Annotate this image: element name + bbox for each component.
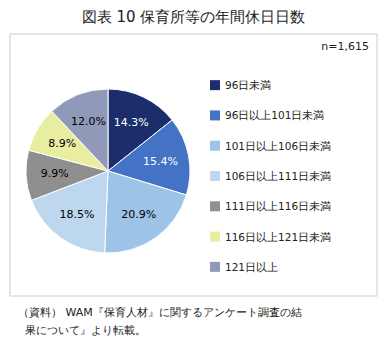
legend-label: 96日以上101日未満: [225, 109, 324, 121]
data-label: 15.4%: [143, 155, 178, 168]
legend-swatch: [210, 232, 220, 242]
legend-swatch: [210, 262, 220, 272]
legend-swatch: [210, 201, 220, 211]
slice: [52, 89, 108, 171]
legend-label: 96日未満: [225, 79, 271, 91]
data-label: 8.9%: [48, 137, 76, 150]
legend-label: 101日以上106日未満: [225, 140, 331, 152]
legend-swatch: [210, 171, 220, 181]
data-labels: 14.3% 15.4% 20.9% 18.5% 9.9% 8.9% 12.0%: [41, 115, 178, 221]
data-label: 14.3%: [114, 116, 149, 129]
annotation: （資料） WAM『保育人材』に関するアンケート調査の結: [18, 306, 302, 319]
legend-label: 116日以上121日未満: [225, 231, 331, 243]
annotation: 果について』より転載。: [18, 324, 146, 337]
data-label: 9.9%: [41, 167, 69, 180]
legend-label: 106日以上111日未満: [225, 170, 331, 182]
legend-label: 111日以上116日未満: [225, 200, 331, 212]
legend-label: 121日以上: [225, 261, 278, 273]
data-label: 12.0%: [71, 115, 106, 128]
slice: [105, 171, 187, 253]
data-label: 20.9%: [121, 208, 156, 221]
data-label: 18.5%: [59, 208, 94, 221]
pie: [26, 89, 190, 253]
legend-swatch: [210, 141, 220, 151]
annotation: n=1,615: [321, 40, 369, 53]
chart: 図表 10 保育所等の年間休日日数 n=1,615 （資料） WAM『保育人材』に関…: [0, 0, 387, 362]
legend-swatch: [210, 110, 220, 120]
frame: [10, 34, 377, 296]
legend: 96日未満 96日以上101日未満 101日以上106日未満 106日以上111日未満…: [210, 79, 331, 273]
legend-swatch: [210, 80, 220, 90]
title: 図表 10 保育所等の年間休日日数: [82, 8, 306, 26]
